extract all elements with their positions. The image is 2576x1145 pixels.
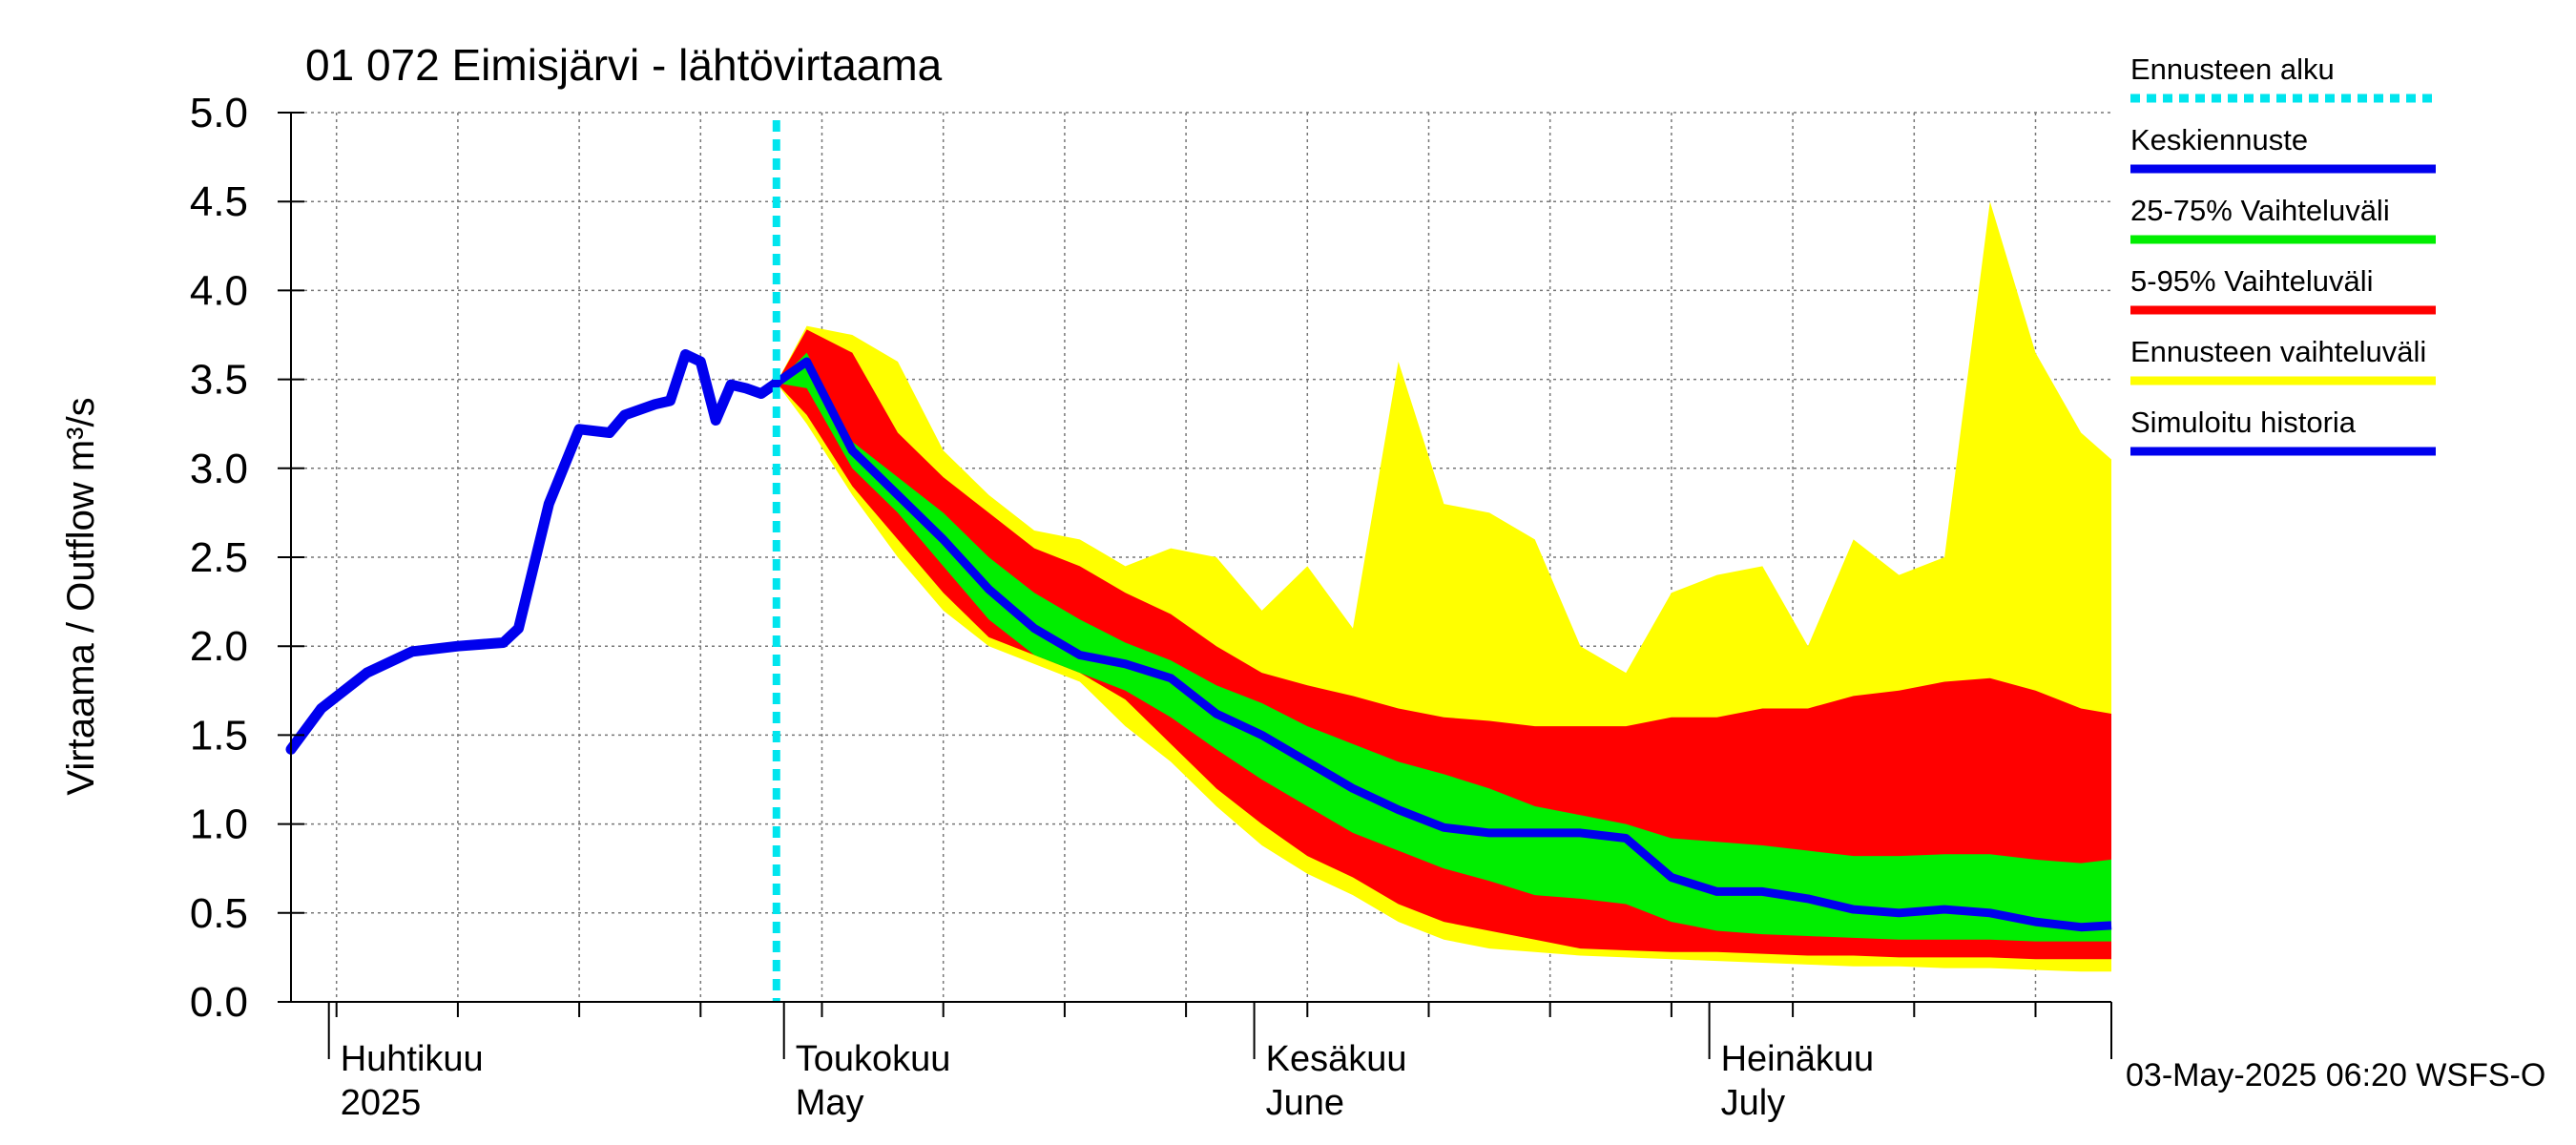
history-line	[285, 349, 782, 755]
month-label-fi: Toukokuu	[796, 1039, 951, 1079]
y-tick-label: 1.0	[190, 802, 248, 848]
month-label-fi: Heinäkuu	[1721, 1039, 1875, 1079]
month-label-en: 2025	[341, 1083, 422, 1123]
legend: Ennusteen alku Keskiennuste 25-75% Vaihtel…	[2130, 52, 2436, 456]
month-label-en: June	[1266, 1083, 1344, 1123]
y-tick-label: 5.0	[190, 90, 248, 136]
footer-timestamp: 03-May-2025 06:20 WSFS-O	[2126, 1057, 2546, 1093]
y-tick-label: 1.5	[190, 712, 248, 759]
y-tick-label: 0.0	[190, 979, 248, 1026]
y-axis-label: Virtaama / Outflow m³/s	[60, 397, 102, 795]
legend-label: Ennusteen alku	[2130, 52, 2335, 86]
median-forecast-line	[774, 357, 2112, 932]
month-label-en: May	[796, 1083, 864, 1123]
y-tick-label: 0.5	[190, 890, 248, 937]
legend-label: Ennusteen vaihteluväli	[2130, 335, 2426, 368]
y-tick-label: 2.5	[190, 534, 248, 581]
chart-title: 01 072 Eimisjärvi - lähtövirtaama	[305, 40, 943, 90]
band-5-95	[776, 329, 2111, 960]
legend-label: Simuloitu historia	[2130, 406, 2357, 439]
month-label-fi: Kesäkuu	[1266, 1039, 1407, 1079]
month-label-fi: Huhtikuu	[341, 1039, 484, 1079]
y-tick-label: 4.0	[190, 267, 248, 314]
legend-label: 5-95% Vaihteluväli	[2130, 264, 2373, 298]
y-tick-label: 4.5	[190, 178, 248, 225]
legend-label: 25-75% Vaihteluväli	[2130, 194, 2390, 227]
month-label-en: July	[1721, 1083, 1786, 1123]
legend-label: Keskiennuste	[2130, 123, 2308, 156]
y-tick-label: 3.5	[190, 357, 248, 404]
y-tick-label: 3.0	[190, 446, 248, 492]
plot-area: 0.0 0.5 1.0 1.5 2.0 2.5 3.0 3.5 4.0 4.5 5.0 Huhtiku…	[190, 90, 2112, 1123]
y-tick-label: 2.0	[190, 623, 248, 670]
